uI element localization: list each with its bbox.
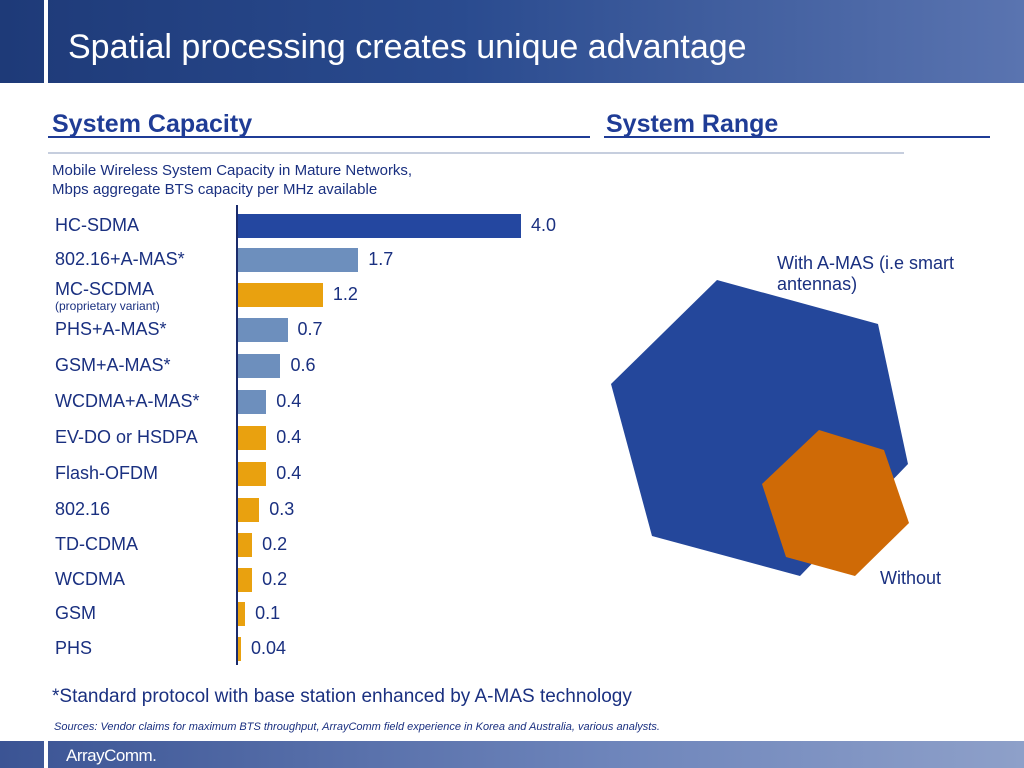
category-label: PHS+A-MAS*: [55, 319, 167, 339]
value-label: 0.2: [262, 569, 288, 589]
value-label: 0.2: [262, 534, 288, 554]
range-hexagons: [611, 280, 909, 576]
bar-4: [238, 354, 281, 378]
header-banner: Spatial processing creates unique advant…: [0, 0, 1024, 83]
value-label: 0.4: [276, 391, 302, 411]
value-label: 0.7: [297, 319, 323, 339]
range-underline: [604, 136, 990, 138]
chart-subtitle: Mobile Wireless System Capacity in Matur…: [52, 161, 412, 199]
bar-9: [238, 533, 253, 557]
value-label: 0.04: [251, 638, 287, 658]
value-label: 0.1: [255, 603, 281, 623]
value-label: 0.4: [276, 427, 302, 447]
bar-0: [238, 214, 521, 238]
category-label: GSM: [55, 603, 97, 623]
category-label: EV-DO or HSDPA: [55, 427, 198, 447]
bar-1: [238, 248, 359, 272]
chart-subtitle-line2: Mbps aggregate BTS capacity per MHz avai…: [52, 181, 378, 198]
chart-subtitle-line1: Mobile Wireless System Capacity in Matur…: [52, 162, 413, 179]
footnote: *Standard protocol with base station enh…: [52, 686, 632, 707]
bar-5: [238, 390, 267, 414]
bar-10: [238, 568, 253, 592]
value-label: 4.0: [531, 215, 557, 235]
category-label: GSM+A-MAS*: [55, 355, 171, 375]
bar-12: [238, 637, 241, 661]
category-label: HC-SDMA: [55, 215, 139, 235]
footer-stripe: [44, 741, 48, 768]
bar-8: [238, 498, 260, 522]
category-label: Flash-OFDM: [55, 463, 158, 483]
bar-6: [238, 426, 267, 450]
with-a-mas-label: With A-MAS (i.e smart antennas): [777, 253, 955, 294]
category-label: TD-CDMA: [55, 534, 138, 554]
system-capacity-heading: System Capacity: [52, 110, 253, 138]
divider-line: [48, 152, 904, 154]
chart-axis: [236, 205, 238, 665]
category-note: (proprietary variant): [55, 299, 160, 313]
category-label: 802.16+A-MAS*: [55, 249, 185, 269]
category-label: PHS: [55, 638, 93, 658]
capacity-underline: [48, 136, 590, 138]
hexagon-without: [762, 430, 909, 576]
value-label: 0.4: [276, 463, 302, 483]
value-label: 1.2: [332, 284, 358, 304]
range-diagram: [600, 270, 920, 590]
value-label: 0.6: [290, 355, 316, 375]
footer-bar: ArrayComm.: [0, 741, 1024, 768]
bar-2: [238, 283, 323, 307]
category-label: WCDMA: [55, 569, 125, 589]
category-label: 802.16: [55, 499, 111, 519]
value-label: 0.3: [269, 499, 295, 519]
sources-note: Sources: Vendor claims for maximum BTS t…: [54, 721, 660, 733]
bar-11: [238, 602, 246, 626]
system-range-heading: System Range: [606, 110, 779, 138]
bar-3: [238, 318, 288, 342]
header-stripe: [44, 0, 48, 83]
without-label: Without: [880, 568, 942, 588]
category-label: WCDMA+A-MAS*: [55, 391, 200, 411]
bar-7: [238, 462, 267, 486]
page-title: Spatial processing creates unique advant…: [68, 28, 747, 66]
arraycomm-logo: ArrayComm.: [66, 746, 157, 765]
category-label: MC-SCDMA: [55, 279, 154, 299]
value-label: 1.7: [368, 249, 394, 269]
